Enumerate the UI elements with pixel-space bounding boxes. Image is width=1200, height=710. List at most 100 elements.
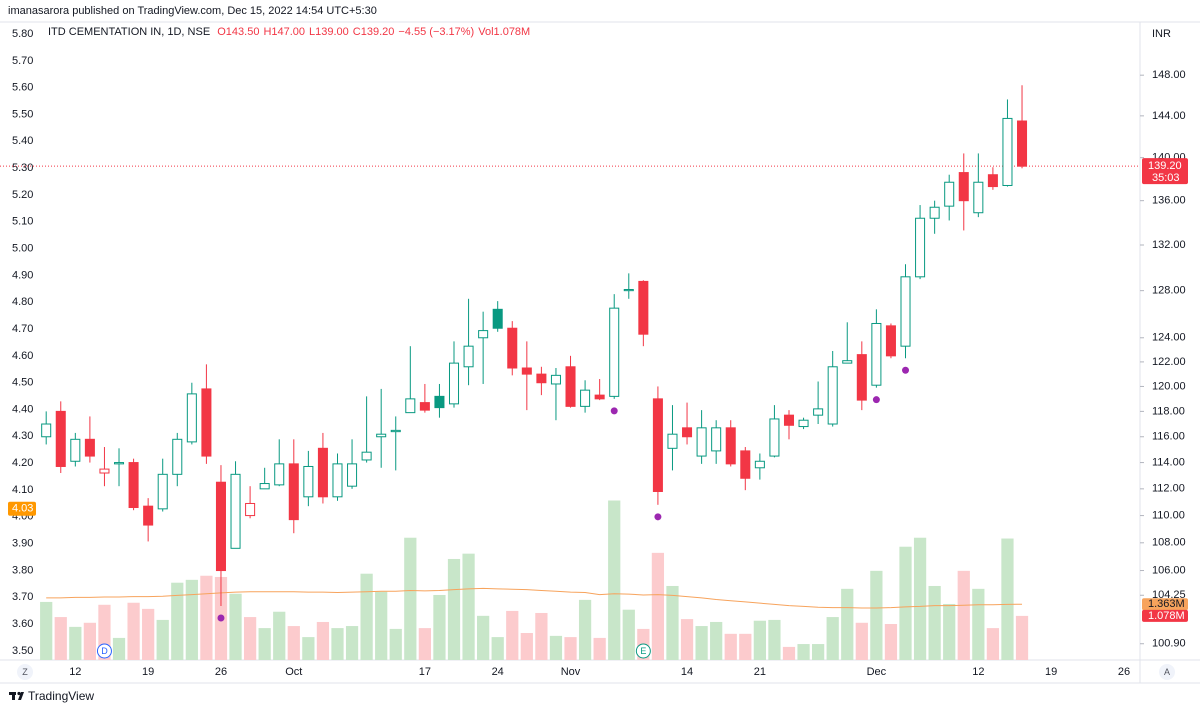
candle-body [215, 481, 226, 572]
candle-body [798, 419, 809, 428]
y2-tick-label: 5.00 [12, 243, 33, 255]
x-tick-label: Oct [285, 666, 302, 678]
candle-body [842, 360, 853, 364]
legend-value: −4.55 (−3.17%) [398, 26, 475, 38]
candle-body [1017, 120, 1028, 167]
y2-tick-label: 3.50 [12, 645, 33, 657]
volume-bar [287, 626, 300, 660]
volume-bar [185, 579, 198, 660]
volume-bar [884, 624, 898, 660]
y2-tick-label: 4.50 [12, 377, 33, 389]
volume-bar [506, 610, 519, 660]
volume-bar [360, 573, 373, 660]
candle-body [70, 438, 81, 462]
y2-tick-label: 5.20 [12, 189, 33, 201]
volume-bar [404, 537, 417, 660]
candle-body [317, 447, 328, 498]
axis-button[interactable] [17, 664, 33, 680]
candle-body [682, 427, 693, 438]
y2-tick-label: 5.40 [12, 135, 33, 147]
candle-body [507, 327, 518, 369]
volume-bar [331, 628, 344, 660]
candle-body [638, 280, 649, 335]
volume-bar [156, 619, 169, 660]
candle-body [55, 410, 66, 467]
volume-bar [957, 570, 970, 660]
legend: ITD CEMENTATION IN, 1D, NSE O143.50 H147.… [48, 26, 534, 38]
candle-body [128, 462, 139, 509]
volume-bar [258, 628, 271, 660]
y2-tick-label: 4.30 [12, 430, 33, 442]
candle-body [536, 373, 547, 384]
event-marker: D [96, 643, 112, 659]
candle-body [390, 429, 401, 433]
candle-body [521, 367, 532, 375]
volume-bar [229, 593, 242, 660]
x-tick-label: 24 [492, 666, 504, 678]
y-tick-label: 100.90 [1152, 638, 1186, 650]
volume-bar [695, 626, 708, 660]
candle-body [434, 395, 445, 409]
event-circle [96, 643, 112, 659]
y-tick-label: 124.00 [1152, 332, 1186, 344]
candle-body [376, 433, 387, 438]
volume-bar [142, 608, 155, 660]
y2-tick-label: 5.60 [12, 82, 33, 94]
candle-body [915, 217, 926, 278]
candle-body [856, 354, 867, 401]
volume-bar [273, 611, 286, 660]
volume-bar [200, 575, 213, 660]
y-tick-label: 120.00 [1152, 380, 1186, 392]
x-tick-label: 12 [972, 666, 984, 678]
candle-body [157, 473, 168, 510]
volume-bar [855, 622, 868, 660]
volume-bar [316, 621, 330, 660]
volume-bar [651, 552, 665, 660]
candle-body [944, 181, 955, 207]
volume-bar [913, 537, 927, 660]
volume-bar [841, 588, 854, 660]
volume-bar [812, 644, 825, 660]
volume-bar [972, 588, 985, 660]
volume-bar [797, 644, 810, 660]
y-tick-label: 148.00 [1152, 69, 1186, 81]
legend-value: H147.00 [263, 26, 306, 38]
volume-bar [739, 633, 752, 660]
volume-bar [520, 633, 533, 660]
symbol-title: ITD CEMENTATION IN, 1D, NSE [48, 26, 211, 38]
volume-bar [375, 591, 388, 660]
candle-body [405, 398, 416, 414]
candle-body [565, 366, 576, 407]
candle-body [813, 408, 824, 416]
candle-body [594, 394, 605, 400]
candle-body [186, 393, 197, 443]
last-price-label: 139.20 [1148, 160, 1182, 172]
candle-body [623, 288, 634, 292]
volume-bar [928, 585, 941, 660]
y2-tick-label: 4.90 [12, 269, 33, 281]
x-tick-label: 26 [215, 666, 227, 678]
volume-bar [447, 558, 461, 660]
axis-button[interactable] [1159, 664, 1175, 680]
candle-body [245, 502, 256, 517]
candle-body [696, 427, 707, 457]
candle-body [900, 276, 911, 347]
candle-body [332, 463, 343, 498]
candle-body [274, 463, 285, 486]
volume-bar [986, 628, 1000, 660]
volume-bar [535, 612, 548, 660]
volume-bar [870, 570, 883, 660]
tradingview-logo [9, 691, 24, 700]
legend-value: Vol1.078M [478, 26, 531, 38]
signal-marker [610, 407, 618, 415]
y-tick-label: 116.00 [1152, 431, 1185, 443]
y2-tick-label: 4.40 [12, 403, 33, 415]
candle-body [448, 362, 460, 405]
y2-marker-badge [8, 501, 36, 516]
last-price-badge [1142, 158, 1188, 185]
x-tick-label: 19 [142, 666, 154, 678]
candle-body [99, 468, 110, 474]
x-tick-label: Dec [867, 666, 887, 678]
candle-body [347, 463, 358, 487]
